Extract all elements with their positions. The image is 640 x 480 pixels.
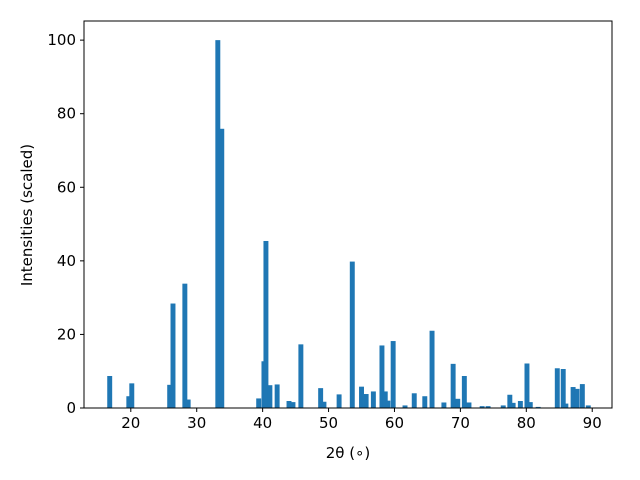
y-tick-label: 100 xyxy=(47,31,76,49)
bar xyxy=(318,388,324,408)
bar xyxy=(479,406,485,408)
x-axis-label: 2θ (∘) xyxy=(326,444,371,462)
bar xyxy=(107,375,113,408)
bar xyxy=(256,398,262,408)
y-tick-label: 0 xyxy=(66,399,76,417)
bar xyxy=(524,363,530,408)
x-tick-label: 30 xyxy=(187,414,206,432)
bar xyxy=(215,40,221,409)
bar xyxy=(570,387,576,408)
bar xyxy=(466,402,472,408)
bar xyxy=(517,401,523,408)
bar xyxy=(370,391,376,408)
bar xyxy=(402,405,408,408)
bar xyxy=(527,402,533,408)
y-tick-label: 40 xyxy=(57,252,76,270)
axes-frame xyxy=(83,20,613,409)
y-axis-label: Intensities (scaled) xyxy=(18,144,36,286)
bar xyxy=(563,403,569,408)
y-tick-label: 80 xyxy=(57,105,76,123)
bar xyxy=(574,388,580,408)
bar xyxy=(560,369,566,408)
bar xyxy=(129,383,135,408)
bar xyxy=(290,402,296,408)
x-tick-label: 70 xyxy=(451,414,470,432)
bar xyxy=(359,386,364,408)
bar xyxy=(422,396,428,408)
bar xyxy=(450,363,456,408)
bar xyxy=(286,401,292,408)
plot-area xyxy=(107,40,591,409)
x-tick-label: 20 xyxy=(121,414,140,432)
bar xyxy=(390,341,396,408)
bar xyxy=(510,402,516,408)
bar xyxy=(441,402,447,408)
bar xyxy=(554,368,560,408)
y-tick-label: 20 xyxy=(57,325,76,343)
bar xyxy=(485,406,491,408)
bar xyxy=(455,398,461,408)
bar xyxy=(379,345,385,408)
bar xyxy=(385,400,391,408)
bar xyxy=(336,394,342,408)
x-tick-label: 80 xyxy=(517,414,536,432)
bar xyxy=(363,394,369,408)
bar xyxy=(411,393,417,408)
bar xyxy=(461,375,467,408)
bar xyxy=(274,384,280,408)
bar xyxy=(579,384,585,408)
bar xyxy=(167,384,173,408)
bar xyxy=(182,283,188,408)
bar xyxy=(170,303,176,408)
bar xyxy=(185,399,191,408)
bar xyxy=(298,344,304,408)
bar xyxy=(500,405,506,408)
bar xyxy=(535,406,541,408)
bar xyxy=(321,401,327,408)
x-tick-label: 60 xyxy=(385,414,404,432)
y-tick-label: 60 xyxy=(57,178,76,196)
bar xyxy=(382,391,388,408)
x-tick-label: 90 xyxy=(583,414,602,432)
x-tick-label: 40 xyxy=(253,414,272,432)
x-tick-label: 50 xyxy=(319,414,338,432)
bar xyxy=(429,330,435,408)
bar xyxy=(267,385,273,408)
bar xyxy=(219,128,225,408)
bar xyxy=(507,394,513,408)
bar xyxy=(349,261,355,408)
bar xyxy=(585,405,591,408)
bar xyxy=(126,396,132,408)
bar xyxy=(263,240,269,408)
